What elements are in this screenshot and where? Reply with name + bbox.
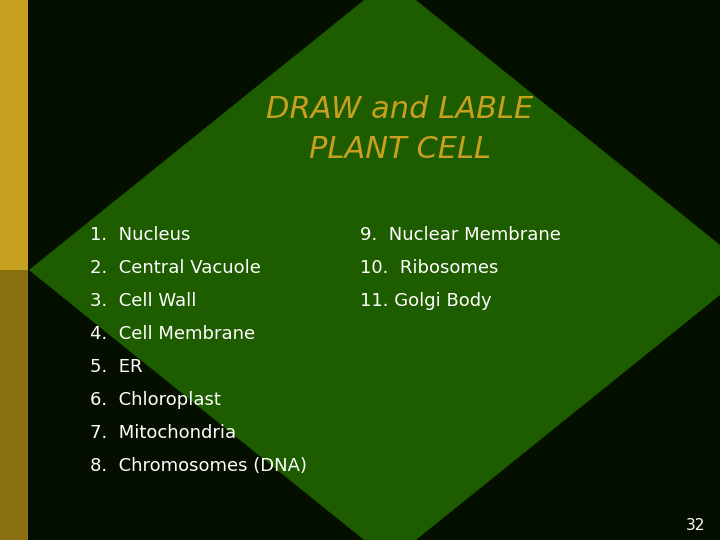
Text: 9.  Nuclear Membrane: 9. Nuclear Membrane <box>360 226 561 244</box>
Text: 5.  ER: 5. ER <box>90 358 143 376</box>
Text: 2.  Central Vacuole: 2. Central Vacuole <box>90 259 261 277</box>
Text: 4.  Cell Membrane: 4. Cell Membrane <box>90 325 255 343</box>
Text: 8.  Chromosomes (DNA): 8. Chromosomes (DNA) <box>90 457 307 475</box>
Text: 32: 32 <box>685 517 705 532</box>
Text: DRAW and LABLE: DRAW and LABLE <box>266 96 534 125</box>
Polygon shape <box>30 0 720 540</box>
Text: PLANT CELL: PLANT CELL <box>309 136 491 165</box>
Text: 7.  Mitochondria: 7. Mitochondria <box>90 424 236 442</box>
Bar <box>0 0 28 270</box>
Text: 6.  Chloroplast: 6. Chloroplast <box>90 391 221 409</box>
Text: 3.  Cell Wall: 3. Cell Wall <box>90 292 197 310</box>
Text: 1.  Nucleus: 1. Nucleus <box>90 226 190 244</box>
Bar <box>0 270 28 540</box>
Text: 10.  Ribosomes: 10. Ribosomes <box>360 259 498 277</box>
Text: 11. Golgi Body: 11. Golgi Body <box>360 292 492 310</box>
